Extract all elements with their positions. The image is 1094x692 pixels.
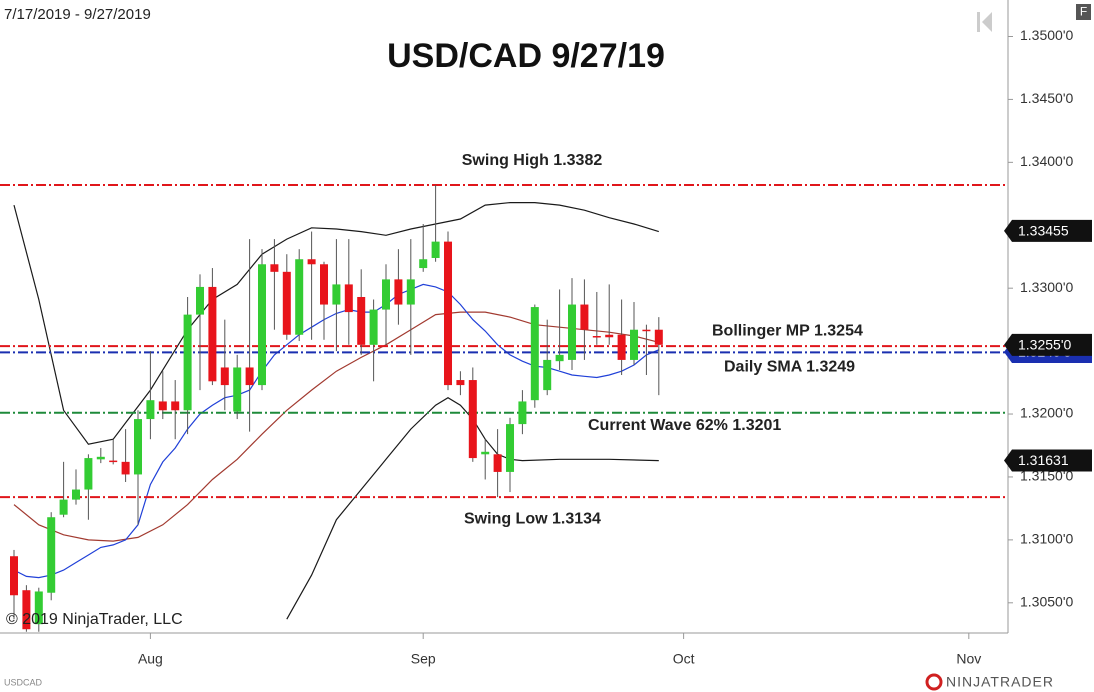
candle-body: [642, 329, 651, 332]
price-tag: [1004, 219, 1092, 242]
price-tag: [1004, 333, 1092, 356]
candle-body: [555, 354, 564, 362]
indicator-line: [286, 396, 659, 620]
candle-body: [431, 241, 440, 258]
candle-body: [605, 334, 614, 338]
candle-body: [270, 264, 279, 272]
candle-body: [382, 279, 391, 310]
candle-body: [332, 284, 341, 305]
candle-body: [59, 499, 68, 515]
candle-body: [282, 271, 291, 335]
candle-body: [22, 590, 31, 630]
candle-body: [183, 314, 192, 411]
candle-body: [357, 296, 366, 345]
candle-body: [158, 401, 167, 411]
candle-body: [518, 401, 527, 425]
y-tick-label: 1.3150'0: [1020, 468, 1073, 484]
candle-body: [493, 454, 502, 472]
candle-body: [580, 304, 589, 330]
level-label: Swing High 1.3382: [462, 152, 603, 169]
candle-body: [617, 334, 626, 360]
candle-body: [34, 591, 43, 625]
candle-body: [344, 284, 353, 313]
y-tick-label: 1.3300'0: [1020, 279, 1073, 295]
candle-body: [109, 460, 118, 463]
candle-body: [406, 279, 415, 305]
candle-body: [419, 259, 428, 269]
candle-body: [196, 286, 205, 315]
candle-body: [171, 401, 180, 411]
x-tick-label: Oct: [673, 651, 695, 667]
candle-body: [369, 309, 378, 345]
chart-title: USD/CAD 9/27/19: [387, 37, 665, 75]
logo-icon: [925, 673, 943, 691]
level-label: Current Wave 62% 1.3201: [588, 417, 781, 434]
y-tick-label: 1.3050'0: [1020, 594, 1073, 610]
button-label[interactable]: F: [1080, 5, 1087, 19]
candle-body: [530, 307, 539, 401]
candle-body: [630, 329, 639, 360]
y-tick-label: 1.3100'0: [1020, 531, 1073, 547]
candle-body: [295, 259, 304, 335]
y-tick-label: 1.3500'0: [1020, 27, 1073, 43]
candle-body: [96, 456, 105, 460]
candle-body: [592, 336, 601, 338]
candle-body: [146, 400, 155, 420]
candle-body: [72, 489, 81, 500]
candle-body: [47, 517, 56, 593]
candle-body: [654, 329, 663, 345]
candle-body: [220, 367, 229, 386]
x-tick-label: Nov: [956, 651, 981, 667]
y-tick-label: 1.3400'0: [1020, 153, 1073, 169]
candle-body: [134, 419, 143, 475]
candle-body: [444, 241, 453, 386]
date-range: 7/17/2019 - 9/27/2019: [4, 6, 151, 23]
candle-body: [456, 380, 465, 386]
candle-body: [543, 359, 552, 391]
button[interactable]: [1076, 4, 1091, 20]
level-label: Bollinger MP 1.3254: [712, 322, 863, 339]
candle-body: [208, 286, 217, 382]
brand: NINJATRADER: [946, 674, 1054, 690]
y-tick-label: 1.3450'0: [1020, 90, 1073, 106]
candle-body: [307, 259, 316, 265]
candle-body: [258, 264, 267, 386]
price-tag-label: 1.33455: [1018, 223, 1069, 239]
candle-body: [320, 264, 329, 305]
instrument: USDCAD: [4, 677, 43, 687]
level-label: Daily SMA 1.3249: [724, 359, 855, 376]
x-tick-label: Sep: [411, 651, 436, 667]
x-tick-label: Aug: [138, 651, 163, 667]
indicator-line: [13, 202, 659, 445]
candle-body: [481, 451, 490, 455]
level-label: Swing Low 1.3134: [464, 510, 601, 527]
candle-body: [468, 380, 477, 459]
indicator-line: [13, 311, 659, 542]
candle-body: [121, 461, 130, 475]
y-tick-label: 1.3200'0: [1020, 405, 1073, 421]
candle-body: [394, 279, 403, 305]
candle-body: [84, 458, 93, 490]
candle-body: [506, 424, 515, 472]
copyright: © 2019 NinjaTrader, LLC: [6, 611, 183, 628]
price-tag: [1004, 449, 1092, 472]
price-tag-label: 1.31631: [1018, 452, 1069, 468]
candle-body: [233, 367, 242, 412]
candle-body: [568, 304, 577, 360]
price-tag-label: 1.3255'0: [1018, 337, 1071, 353]
candle-body: [9, 556, 18, 596]
plot-area: [0, 183, 1008, 632]
candle-body: [245, 367, 254, 386]
scroll-icon[interactable]: [977, 12, 992, 32]
